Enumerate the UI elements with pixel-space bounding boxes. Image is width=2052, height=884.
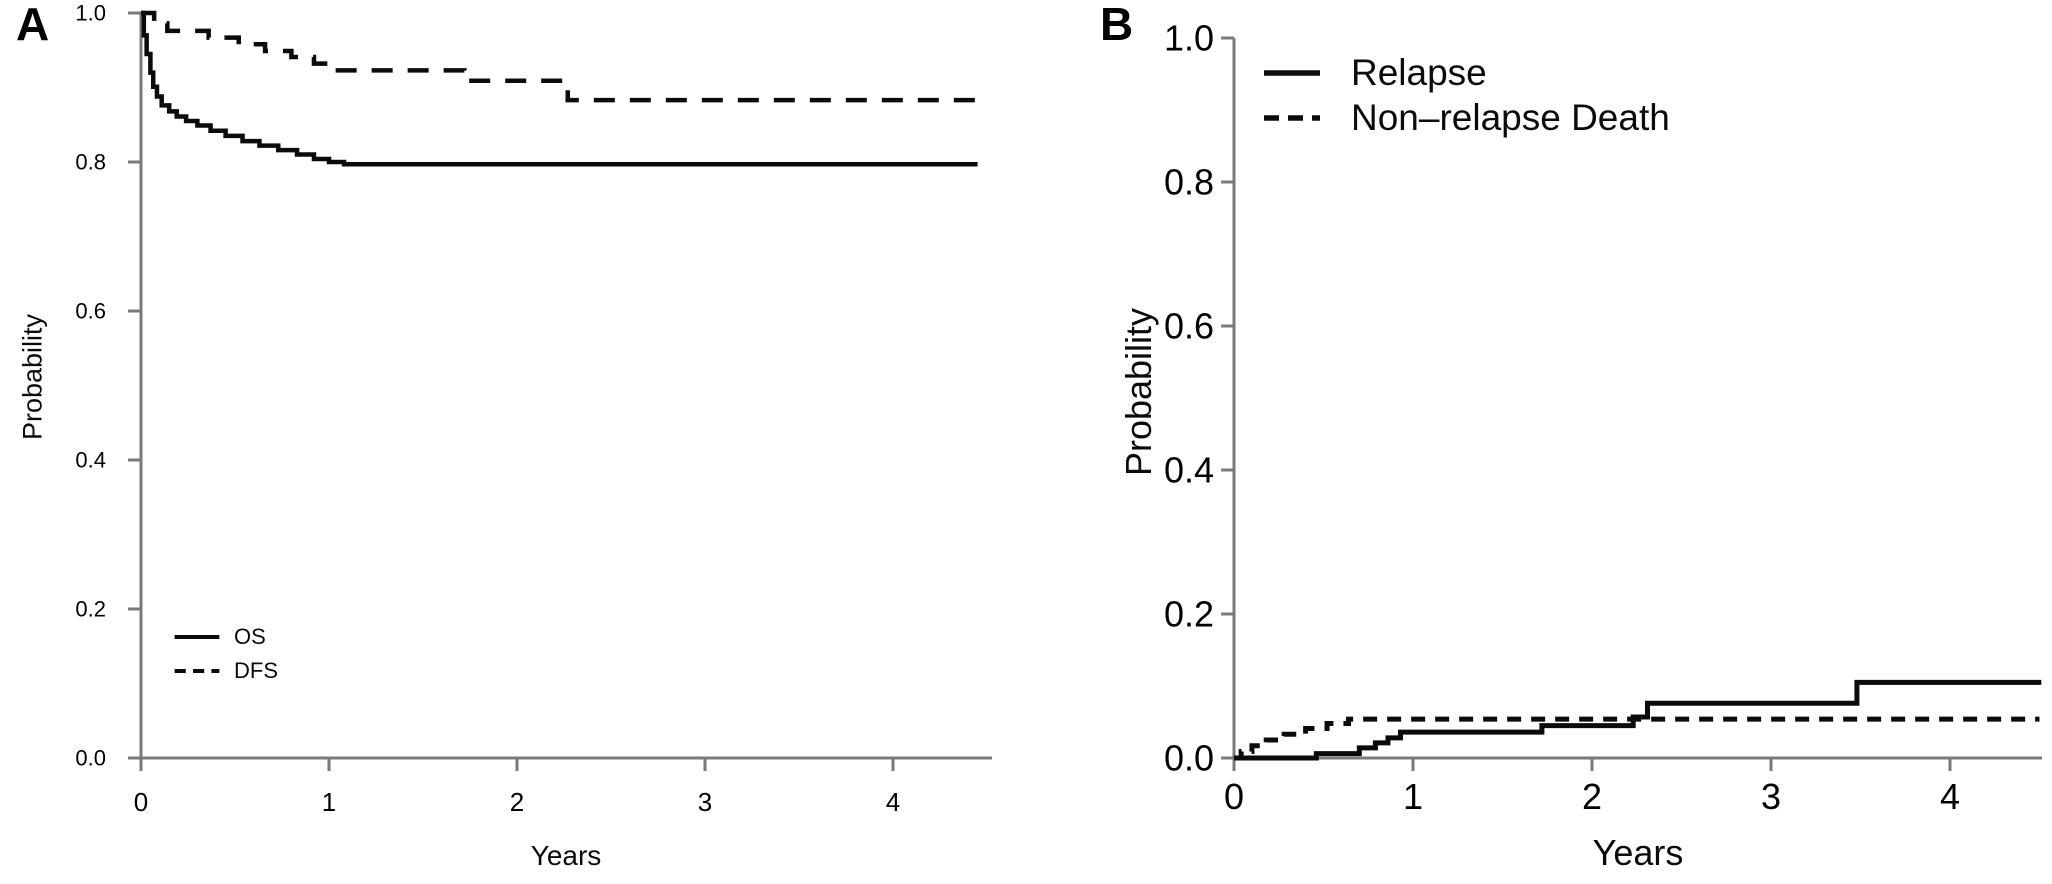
svg-text:0.0: 0.0 bbox=[1164, 738, 1214, 779]
legend-row-os: OS bbox=[173, 626, 278, 648]
panel-b-y-axis-title: Probability bbox=[1118, 307, 1159, 477]
legend-label-dfs: DFS bbox=[234, 658, 278, 683]
dfs-dashed-line-sample bbox=[174, 669, 220, 673]
panel-a-x-axis-title: Years bbox=[530, 840, 602, 871]
svg-text:0.4: 0.4 bbox=[75, 448, 106, 473]
legend-row-dfs: DFS bbox=[173, 660, 278, 682]
legend-label-relapse: Relapse bbox=[1351, 52, 1487, 93]
svg-text:1: 1 bbox=[322, 787, 336, 817]
os-solid-line-sample bbox=[174, 635, 220, 639]
panel-b-x-axis-title: Years bbox=[1592, 832, 1684, 873]
svg-text:1.0: 1.0 bbox=[1164, 18, 1214, 59]
svg-text:4: 4 bbox=[886, 787, 900, 817]
panel-a-letter: A bbox=[16, 0, 50, 50]
svg-text:0.8: 0.8 bbox=[1164, 162, 1214, 203]
svg-text:0.2: 0.2 bbox=[75, 597, 106, 622]
svg-text:0.6: 0.6 bbox=[75, 299, 106, 324]
svg-text:0.4: 0.4 bbox=[1164, 450, 1214, 491]
relapse-solid-line-sample bbox=[1264, 69, 1320, 76]
svg-text:2: 2 bbox=[510, 787, 524, 817]
svg-text:0.0: 0.0 bbox=[75, 746, 106, 771]
legend-label-os: OS bbox=[234, 624, 266, 649]
svg-text:0: 0 bbox=[134, 787, 148, 817]
svg-text:4: 4 bbox=[1940, 776, 1960, 817]
svg-text:0: 0 bbox=[1224, 776, 1244, 817]
svg-text:1: 1 bbox=[1403, 776, 1423, 817]
svg-text:0.6: 0.6 bbox=[1164, 306, 1214, 347]
svg-text:1.0: 1.0 bbox=[75, 1, 106, 26]
panel-b-letter: B bbox=[1100, 0, 1134, 50]
panel-a-y-axis-title: Probability bbox=[17, 313, 48, 441]
panel-b-legend: Relapse Non–relapse Death bbox=[1260, 54, 1670, 136]
svg-text:3: 3 bbox=[1761, 776, 1781, 817]
legend-row-relapse: Relapse bbox=[1260, 54, 1670, 91]
svg-text:0.8: 0.8 bbox=[75, 150, 106, 175]
legend-label-non-relapse-death: Non–relapse Death bbox=[1351, 97, 1670, 138]
non-relapse-death-dashed-line-sample bbox=[1264, 114, 1320, 121]
svg-text:0.2: 0.2 bbox=[1164, 594, 1214, 635]
svg-text:2: 2 bbox=[1582, 776, 1602, 817]
legend-row-non-relapse-death: Non–relapse Death bbox=[1260, 99, 1670, 136]
panel-a-legend: OS DFS bbox=[173, 626, 278, 682]
svg-text:3: 3 bbox=[698, 787, 712, 817]
